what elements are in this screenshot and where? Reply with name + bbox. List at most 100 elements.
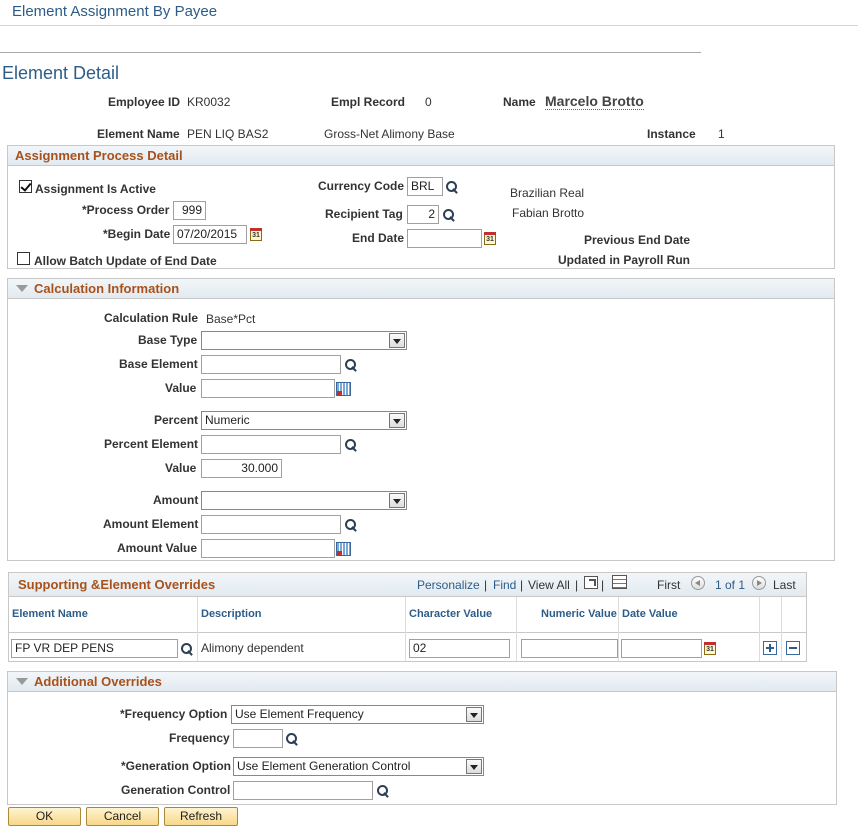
assignment-active-label: Assignment Is Active <box>35 182 156 196</box>
collapse-triangle-icon[interactable] <box>16 285 28 292</box>
chevron-down-icon[interactable] <box>389 413 405 428</box>
refresh-button[interactable]: Refresh <box>164 807 238 826</box>
generation-control-input[interactable] <box>233 781 373 800</box>
batch-update-label: Allow Batch Update of End Date <box>34 254 217 268</box>
delete-row-button[interactable] <box>786 641 800 655</box>
magnifier-icon[interactable] <box>344 358 358 372</box>
name-label: Name <box>503 95 536 109</box>
calculation-rule-label: Calculation Rule <box>104 311 199 325</box>
generation-option-select[interactable]: Use Element Generation Control <box>233 757 484 776</box>
batch-update-checkbox[interactable] <box>17 252 30 265</box>
percent-select[interactable]: Numeric <box>201 411 407 430</box>
column-header: Element Name <box>12 608 88 620</box>
amount-select[interactable] <box>201 491 407 510</box>
amount-value-label: Amount Value <box>117 541 198 555</box>
additional-overrides-box: Additional Overrides <box>7 671 837 805</box>
section-title: Element Detail <box>2 63 120 83</box>
magnifier-icon[interactable] <box>442 208 456 222</box>
employee-id-label: Employee ID <box>108 95 181 109</box>
magnifier-icon[interactable] <box>344 438 358 452</box>
row-character-value-input[interactable]: 02 <box>409 639 510 658</box>
row-numeric-value-input[interactable] <box>521 639 618 658</box>
chevron-down-icon[interactable] <box>389 333 405 348</box>
column-divider <box>618 597 619 661</box>
employee-name[interactable]: Marcelo Brotto <box>545 93 644 110</box>
zoom-icon[interactable] <box>584 576 598 589</box>
calculation-title: Calculation Information <box>34 281 180 296</box>
column-divider <box>405 597 406 661</box>
amount-element-label: Amount Element <box>103 517 199 531</box>
calculator-icon[interactable] <box>336 542 351 556</box>
assignment-active-checkbox[interactable] <box>19 180 32 193</box>
frequency-option-select[interactable]: Use Element Frequency <box>231 705 484 724</box>
magnifier-icon[interactable] <box>376 784 390 798</box>
amount-element-input[interactable] <box>201 515 341 534</box>
percent-label: Percent <box>154 413 199 427</box>
chevron-down-icon[interactable] <box>466 707 482 722</box>
magnifier-icon[interactable] <box>285 732 299 746</box>
calculator-icon[interactable] <box>336 382 351 396</box>
recipient-tag-input[interactable]: 2 <box>407 205 439 224</box>
column-divider <box>197 597 198 661</box>
base-type-label: Base Type <box>138 333 198 347</box>
add-row-button[interactable] <box>763 641 777 655</box>
divider <box>0 25 858 26</box>
find-link[interactable]: Find <box>493 578 517 592</box>
row-element-name-input[interactable]: FP VR DEP PENS <box>11 639 178 658</box>
currency-code-input[interactable]: BRL <box>407 177 443 196</box>
amount-value-input[interactable] <box>201 539 335 558</box>
magnifier-icon[interactable] <box>180 642 194 656</box>
column-divider <box>516 597 517 661</box>
column-header: Date Value <box>622 608 678 620</box>
overrides-title: Supporting &Element Overrides <box>18 577 216 592</box>
next-icon[interactable] <box>752 576 766 590</box>
column-header: Character Value <box>409 608 493 620</box>
empl-record-label: Empl Record <box>331 95 406 109</box>
frequency-input[interactable] <box>233 729 283 748</box>
ok-button[interactable]: OK <box>8 807 81 826</box>
base-element-input[interactable] <box>201 355 341 374</box>
row-date-value-input[interactable] <box>621 639 702 658</box>
employee-id-value: KR0032 <box>187 95 231 109</box>
magnifier-icon[interactable] <box>344 518 358 532</box>
previous-end-date-label: Previous End Date <box>584 233 691 247</box>
overrides-grid: Supporting &Element Overrides <box>8 572 807 662</box>
process-order-input[interactable]: 999 <box>173 201 206 220</box>
element-name-value: PEN LIQ BAS2 <box>187 127 269 141</box>
chevron-down-icon[interactable] <box>389 493 405 508</box>
calendar-icon[interactable]: 31 <box>250 228 262 241</box>
percent-element-input[interactable] <box>201 435 341 454</box>
magnifier-icon[interactable] <box>445 180 459 194</box>
recipient-tag-label: Recipient Tag <box>325 207 403 221</box>
base-type-select[interactable] <box>201 331 407 350</box>
download-grid-icon[interactable] <box>612 575 627 589</box>
personalize-link[interactable]: Personalize <box>417 578 480 592</box>
element-name-label: Element Name <box>97 127 180 141</box>
previous-icon[interactable] <box>691 576 705 590</box>
collapse-triangle-icon[interactable] <box>16 678 28 685</box>
assignment-process-box: Assignment Process Detail <box>7 145 835 269</box>
view-all-link[interactable]: View All <box>528 578 570 592</box>
column-header: Numeric Value <box>541 608 617 620</box>
percent-value-input[interactable]: 30.000 <box>201 459 282 478</box>
calculation-box: Calculation Information <box>7 278 835 561</box>
value-input[interactable] <box>201 379 335 398</box>
calendar-icon[interactable]: 31 <box>704 642 716 655</box>
currency-description: Brazilian Real <box>510 186 585 200</box>
value-label: Value <box>165 461 197 475</box>
recipient-description: Fabian Brotto <box>512 206 585 220</box>
calendar-icon[interactable]: 31 <box>484 232 496 245</box>
empl-record-value: 0 <box>425 95 432 109</box>
chevron-down-icon[interactable] <box>466 759 482 774</box>
assignment-process-title: Assignment Process Detail <box>15 148 183 163</box>
begin-date-input[interactable]: 07/20/2015 <box>173 225 247 244</box>
frequency-label: Frequency <box>169 731 230 745</box>
currency-code-label: Currency Code <box>318 179 405 193</box>
end-date-label: End Date <box>352 231 405 245</box>
row-description: Alimony dependent <box>201 641 304 655</box>
page-title: Element Assignment By Payee <box>12 3 218 20</box>
cancel-button[interactable]: Cancel <box>86 807 159 826</box>
end-date-input[interactable] <box>407 229 482 248</box>
base-element-label: Base Element <box>119 357 198 371</box>
generation-option-label: *Generation Option <box>121 759 232 773</box>
